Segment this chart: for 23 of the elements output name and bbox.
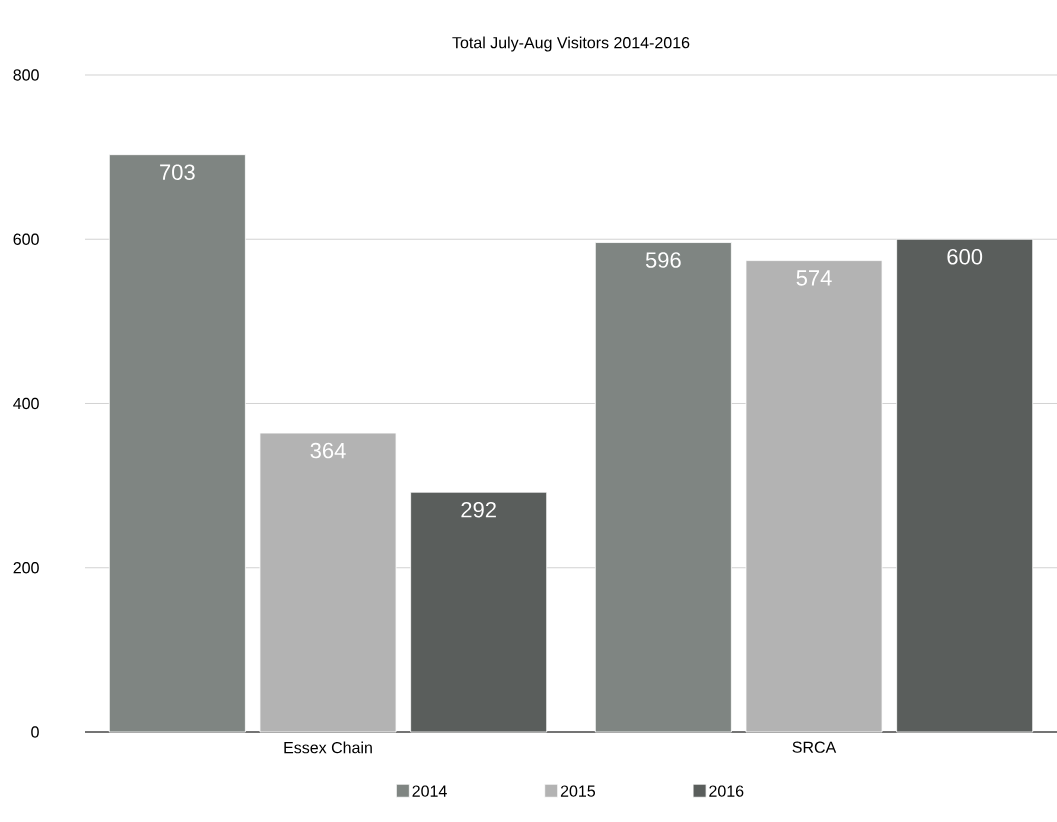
- bar: [108, 154, 246, 733]
- bar: [259, 432, 397, 733]
- legend-label: 2014: [412, 785, 447, 797]
- data-label: 364: [310, 442, 346, 459]
- y-tick-label: 400: [13, 397, 39, 410]
- legend-label: 2016: [709, 785, 744, 797]
- x-tick-label: Essex Chain: [284, 741, 372, 754]
- legend-label: 2015: [560, 785, 596, 797]
- data-label: 596: [645, 252, 681, 268]
- chart-title: Total July-Aug Visitors 2014-2016: [452, 36, 690, 52]
- bar: [745, 260, 883, 733]
- data-label: 703: [160, 164, 195, 180]
- data-label: 292: [461, 501, 496, 518]
- bar: [896, 238, 1034, 733]
- y-tick-label: 200: [13, 562, 39, 574]
- data-label: 600: [947, 248, 983, 265]
- y-tick-label: 800: [13, 69, 39, 81]
- y-tick-label: 0: [31, 726, 39, 738]
- y-tick-label: 600: [13, 233, 39, 245]
- data-label: 574: [796, 270, 832, 286]
- bar: [594, 242, 732, 733]
- x-tick-label: SRCA: [792, 741, 837, 753]
- bar: [410, 491, 548, 733]
